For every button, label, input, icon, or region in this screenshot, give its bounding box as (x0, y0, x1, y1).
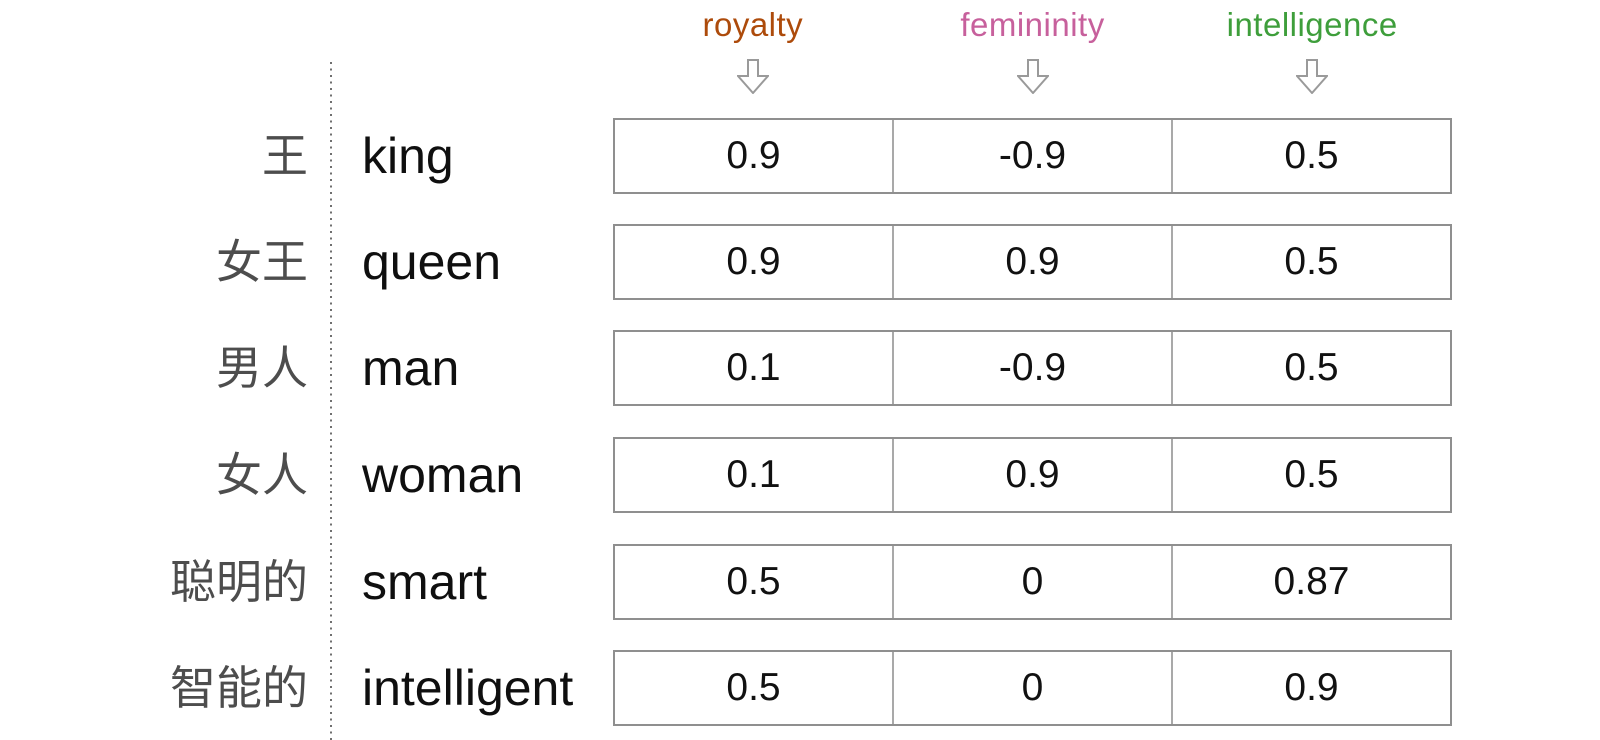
dimension-arrows (613, 56, 1452, 96)
english-word-label: smart (362, 554, 487, 610)
value-cell-royalty: 0.1 (726, 346, 781, 389)
english-word-label: intelligent (362, 660, 574, 716)
dimension-headers: royalty femininity intelligence (613, 2, 1452, 48)
value-cell-intelligence: 0.5 (1171, 226, 1450, 298)
word-row-man: 男人 man 0.1 -0.9 0.5 (0, 330, 1600, 406)
value-cell-femininity: 0.9 (892, 439, 1171, 511)
down-arrow-icon (893, 56, 1173, 96)
word-row-smart: 聪明的 smart 0.5 0 0.87 (0, 544, 1600, 620)
value-cell-royalty: 0.9 (726, 240, 781, 283)
language-divider-dotted-line (330, 62, 332, 740)
value-cell-femininity: 0.9 (892, 226, 1171, 298)
english-word-label: woman (362, 447, 524, 503)
value-cell-intelligence: 0.5 (1171, 332, 1450, 404)
value-box: 0.9 0.9 0.5 (613, 224, 1452, 300)
value-cell-royalty: 0.5 (726, 560, 781, 603)
value-box: 0.5 0 0.9 (613, 650, 1452, 726)
value-box: 0.1 -0.9 0.5 (613, 330, 1452, 406)
chinese-word-label: 女王 (216, 236, 308, 288)
down-arrow-icon (613, 56, 893, 96)
chinese-word-label: 智能的 (170, 662, 308, 714)
value-cell-royalty: 0.1 (726, 453, 781, 496)
value-cell-femininity: 0 (892, 652, 1171, 724)
dimension-label-femininity: femininity (960, 6, 1105, 43)
value-cell-intelligence: 0.9 (1171, 652, 1450, 724)
value-box: 0.5 0 0.87 (613, 544, 1452, 620)
english-word-label: man (362, 340, 460, 396)
value-cell-intelligence: 0.5 (1171, 120, 1450, 192)
word-row-king: 王 king 0.9 -0.9 0.5 (0, 118, 1600, 194)
chinese-word-label: 王 (262, 130, 308, 182)
value-cell-femininity: -0.9 (892, 332, 1171, 404)
value-cell-royalty: 0.5 (726, 666, 781, 709)
value-box: 0.9 -0.9 0.5 (613, 118, 1452, 194)
chinese-word-label: 聪明的 (170, 556, 308, 608)
chinese-word-label: 女人 (216, 449, 308, 501)
value-cell-intelligence: 0.87 (1171, 546, 1450, 618)
dimension-label-royalty: royalty (702, 6, 804, 43)
chinese-word-label: 男人 (216, 342, 308, 394)
value-cell-intelligence: 0.5 (1171, 439, 1450, 511)
english-word-label: king (362, 128, 454, 184)
word-row-queen: 女王 queen 0.9 0.9 0.5 (0, 224, 1600, 300)
dimension-label-intelligence: intelligence (1226, 6, 1398, 43)
down-arrow-icon (1172, 56, 1452, 96)
value-cell-royalty: 0.9 (726, 134, 781, 177)
word-row-intelligent: 智能的 intelligent 0.5 0 0.9 (0, 650, 1600, 726)
value-cell-femininity: -0.9 (892, 120, 1171, 192)
value-box: 0.1 0.9 0.5 (613, 437, 1452, 513)
word-row-woman: 女人 woman 0.1 0.9 0.5 (0, 437, 1600, 513)
english-word-label: queen (362, 234, 502, 290)
value-cell-femininity: 0 (892, 546, 1171, 618)
